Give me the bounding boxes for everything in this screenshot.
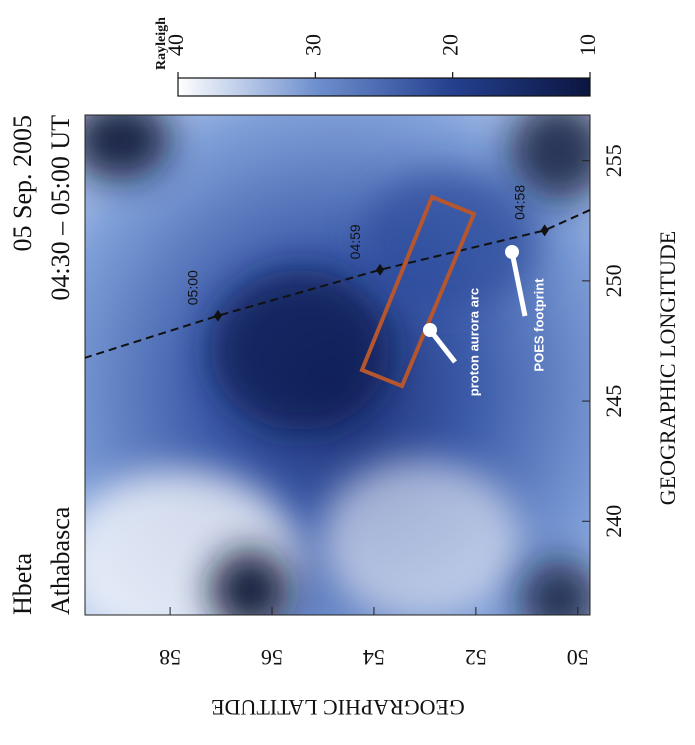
y-tick-label: 58 (159, 645, 181, 670)
time-label: 05:00 (185, 270, 201, 305)
x-tick-label: 240 (601, 505, 626, 538)
y-tick-label: 56 (261, 645, 283, 670)
annotation: proton aurora arc (466, 288, 481, 396)
x-tick-label: 245 (601, 385, 626, 418)
title-line: Hbeta (8, 552, 37, 615)
y-tick-label: 52 (465, 645, 487, 670)
y-tick-label: 54 (363, 645, 385, 670)
x-axis-label: GEOGRAPHIC LONGITUDE (655, 231, 680, 505)
x-tick-label: 255 (601, 144, 626, 177)
colorbar-label: Rayleigh (154, 17, 169, 70)
pointer-dot (423, 323, 437, 337)
time-label: 04:58 (511, 185, 527, 220)
time-label: 04:59 (347, 224, 363, 259)
colorbar-tick-label: 10 (575, 34, 600, 56)
subtitle-line: 04:30 – 05:00 UT (46, 115, 75, 301)
title-line: Athabasca (46, 506, 75, 615)
subtitle-line: 05 Sep. 2005 (8, 115, 37, 252)
y-tick-label: 50 (567, 645, 589, 670)
pointer-dot (505, 245, 519, 259)
colorbar-tick-label: 30 (300, 34, 325, 56)
colorbar-tick-label: 20 (438, 34, 463, 56)
x-tick-label: 250 (601, 264, 626, 297)
annotation: POES footprint (531, 278, 546, 372)
sky-image (60, 100, 610, 650)
y-axis-label: GEOGRAPHIC LATITUDE (211, 695, 465, 720)
colorbar-scale (178, 78, 590, 96)
figure: 10203040Rayleigh Hbeta Athabasca 05 Sep.… (0, 0, 695, 740)
